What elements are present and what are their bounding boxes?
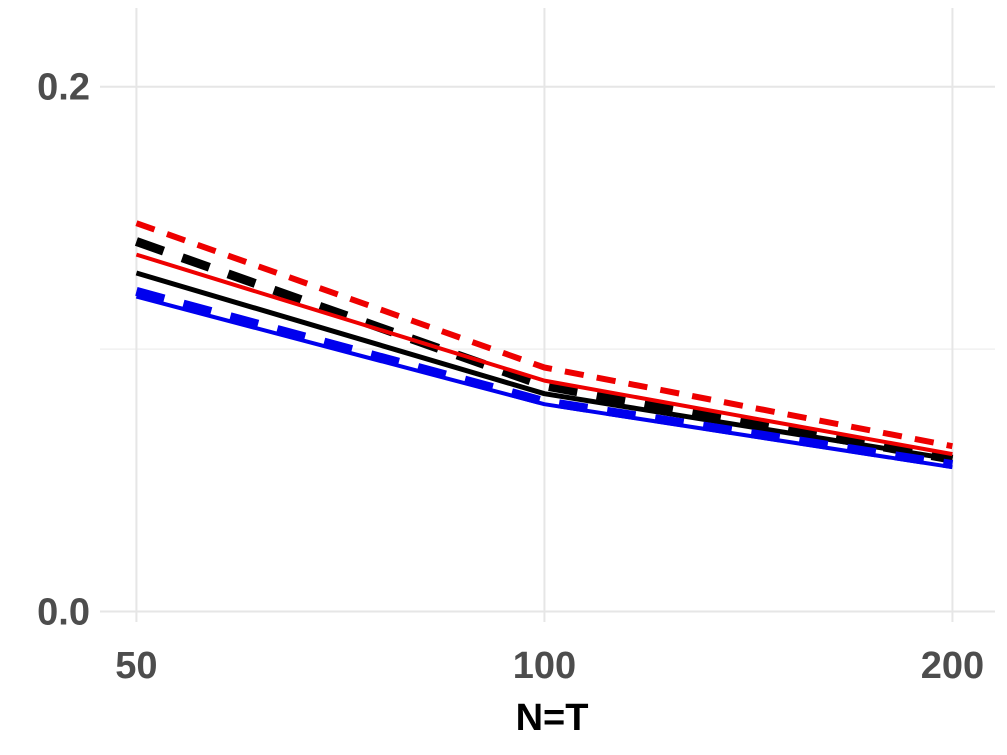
x-tick-label-1: 100 — [513, 645, 576, 687]
series-line-0 — [135, 220, 953, 450]
grid — [100, 8, 995, 622]
y-tick-label-0: 0.0 — [37, 592, 90, 634]
x-tick-label-2: 200 — [921, 645, 984, 687]
x-tick-label-0: 50 — [115, 645, 157, 687]
series-line-5 — [135, 294, 953, 470]
series-line-3 — [135, 270, 953, 462]
x-axis-title: N=T — [516, 697, 589, 739]
tick-labels: 0.0 0.2 50 100 200 — [37, 67, 984, 687]
y-tick-label-1: 0.2 — [37, 67, 90, 109]
series-line-4 — [135, 287, 954, 470]
series-line-1 — [134, 237, 954, 464]
series-lines — [134, 220, 954, 470]
series-line-2 — [135, 252, 953, 457]
